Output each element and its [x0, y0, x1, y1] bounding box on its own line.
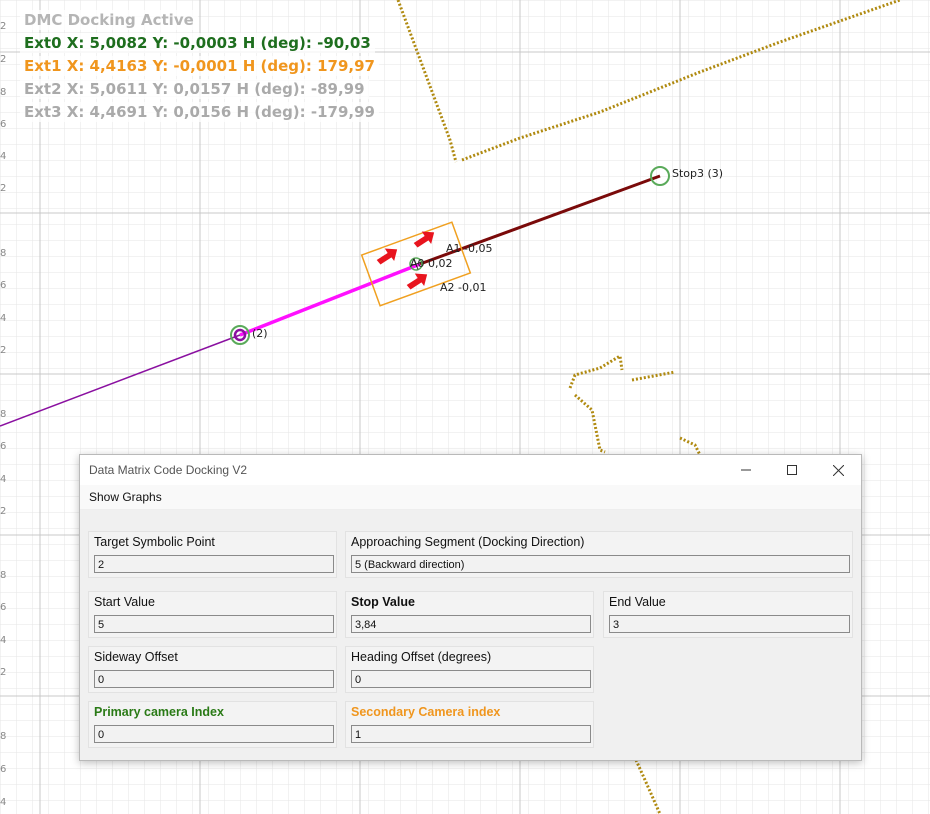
axis-label: 8: [0, 409, 7, 420]
end-value-field[interactable]: 3: [609, 615, 850, 633]
axis-label: 2: [0, 54, 7, 65]
a1-label: A1 -0,05: [446, 242, 493, 255]
start-value-group: Start Value 5: [88, 591, 337, 638]
sideway-offset-field[interactable]: 0: [94, 670, 334, 688]
ext3-readout: Ext3 X: 4,4691 Y: 0,0156 H (deg): -179,9…: [20, 102, 379, 122]
axis-label: 6: [0, 441, 7, 452]
menu-bar: Show Graphs: [80, 485, 861, 510]
start-value-label: Start Value: [94, 595, 155, 609]
maximize-button[interactable]: [769, 455, 815, 485]
path-segment-incoming: [0, 334, 241, 427]
axis-label: 2: [0, 345, 7, 356]
axis-label: 4: [0, 313, 7, 324]
axis-label: 4: [0, 797, 7, 808]
maximize-icon: [787, 465, 797, 475]
axis-label: 2: [0, 21, 7, 32]
sideway-offset-group: Sideway Offset 0: [88, 646, 337, 693]
axis-label: 6: [0, 602, 7, 613]
axis-label: 2: [0, 183, 7, 194]
axis-label: 6: [0, 280, 7, 291]
ext0-readout: Ext0 X: 5,0082 Y: -0,0003 H (deg): -90,0…: [20, 33, 375, 53]
close-icon: [832, 464, 844, 476]
point2-node: [230, 325, 250, 345]
camera-arrows: [376, 231, 435, 290]
sideway-offset-label: Sideway Offset: [94, 650, 178, 664]
end-value-group: End Value 3: [603, 591, 853, 638]
target-point-field[interactable]: 2: [94, 555, 334, 573]
axis-label: 8: [0, 731, 7, 742]
primary-camera-label: Primary camera Index: [94, 705, 224, 719]
ext1-readout: Ext1 X: 4,4163 Y: -0,0001 H (deg): 179,9…: [20, 56, 379, 76]
secondary-camera-field[interactable]: 1: [351, 725, 591, 743]
target-point-label: Target Symbolic Point: [94, 535, 215, 549]
axis-label: 4: [0, 151, 7, 162]
approach-segment-label: Approaching Segment (Docking Direction): [351, 535, 585, 549]
ext2-readout: Ext2 X: 5,0611 Y: 0,0157 H (deg): -89,99: [20, 79, 369, 99]
minimize-button[interactable]: [723, 455, 769, 485]
vehicle-footprint: [360, 221, 472, 307]
start-value-field[interactable]: 5: [94, 615, 334, 633]
path-segment-stop3: [419, 174, 661, 266]
axis-label: 6: [0, 119, 7, 130]
heading-offset-group: Heading Offset (degrees) 0: [345, 646, 594, 693]
laser-scan-points: [396, 0, 901, 814]
window-title: Data Matrix Code Docking V2: [89, 463, 248, 477]
axis-label: 4: [0, 474, 7, 485]
axis-label: 8: [0, 87, 7, 98]
axis-label: 2: [0, 506, 7, 517]
path-segment-approach: [239, 262, 421, 337]
status-overlay: DMC Docking Active Ext0 X: 5,0082 Y: -0,…: [20, 10, 379, 125]
a2-label: A2 -0,01: [440, 281, 487, 294]
point2-label: (2): [252, 327, 268, 340]
heading-offset-label: Heading Offset (degrees): [351, 650, 492, 664]
stop3-node: [650, 166, 670, 186]
a0-label: A0 0,02: [410, 257, 453, 270]
menu-show-graphs[interactable]: Show Graphs: [89, 490, 162, 504]
axis-label: 2: [0, 667, 7, 678]
end-value-label: End Value: [609, 595, 666, 609]
axis-label: 8: [0, 570, 7, 581]
close-button[interactable]: [815, 455, 861, 485]
docking-status: DMC Docking Active: [20, 10, 198, 30]
window-titlebar[interactable]: Data Matrix Code Docking V2: [80, 455, 861, 485]
axis-label: 8: [0, 248, 7, 259]
approach-segment-field[interactable]: 5 (Backward direction): [351, 555, 850, 573]
target-point-group: Target Symbolic Point 2: [88, 531, 337, 578]
stop-value-field[interactable]: 3,84: [351, 615, 591, 633]
axis-label: 4: [0, 635, 7, 646]
heading-offset-field[interactable]: 0: [351, 670, 591, 688]
stop-value-group: Stop Value 3,84: [345, 591, 594, 638]
stop-value-label: Stop Value: [351, 595, 415, 609]
minimize-icon: [741, 469, 751, 471]
docking-window: Data Matrix Code Docking V2 Show Graphs …: [79, 454, 862, 761]
stop3-label: Stop3 (3): [672, 167, 724, 180]
secondary-camera-group: Secondary Camera index 1: [345, 701, 594, 748]
primary-camera-group: Primary camera Index 0: [88, 701, 337, 748]
approach-segment-group: Approaching Segment (Docking Direction) …: [345, 531, 853, 578]
axis-label: 6: [0, 764, 7, 775]
secondary-camera-label: Secondary Camera index: [351, 705, 501, 719]
primary-camera-field[interactable]: 0: [94, 725, 334, 743]
